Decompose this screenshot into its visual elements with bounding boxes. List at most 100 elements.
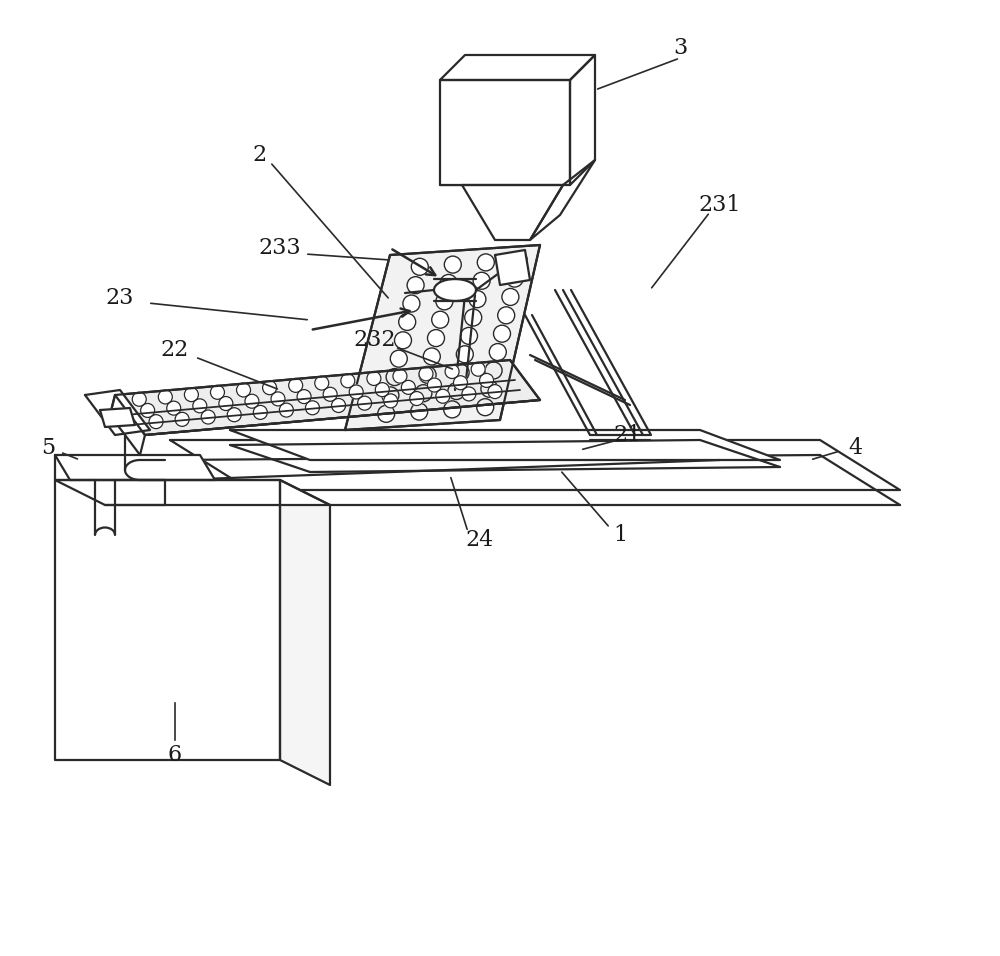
Text: 22: 22 [161, 339, 189, 361]
Text: 4: 4 [848, 437, 862, 459]
Circle shape [386, 369, 403, 385]
Circle shape [477, 254, 494, 271]
Circle shape [494, 325, 511, 342]
Circle shape [502, 289, 519, 306]
Circle shape [428, 330, 444, 347]
Circle shape [427, 378, 441, 392]
Text: 232: 232 [354, 329, 396, 351]
Circle shape [471, 362, 485, 377]
Circle shape [132, 392, 146, 406]
Circle shape [477, 399, 494, 416]
Circle shape [506, 271, 523, 287]
Circle shape [411, 403, 428, 420]
Polygon shape [495, 250, 530, 285]
Circle shape [245, 394, 259, 408]
Circle shape [167, 402, 181, 415]
Circle shape [390, 350, 407, 367]
Circle shape [480, 374, 494, 387]
Polygon shape [55, 455, 215, 480]
Polygon shape [345, 245, 540, 430]
Circle shape [498, 307, 515, 324]
Circle shape [227, 407, 241, 422]
Circle shape [456, 346, 473, 362]
Circle shape [149, 415, 163, 428]
Circle shape [432, 312, 449, 328]
Circle shape [271, 392, 285, 406]
Circle shape [349, 385, 363, 399]
Polygon shape [280, 480, 330, 785]
Circle shape [481, 380, 498, 398]
Circle shape [410, 392, 424, 405]
Circle shape [237, 383, 251, 397]
Circle shape [332, 399, 346, 412]
Circle shape [444, 256, 461, 273]
Circle shape [193, 399, 207, 413]
Circle shape [453, 376, 467, 390]
Circle shape [141, 403, 155, 418]
Circle shape [465, 309, 482, 326]
Circle shape [419, 367, 433, 380]
Polygon shape [55, 480, 280, 760]
Polygon shape [462, 185, 563, 240]
Circle shape [367, 372, 381, 385]
Circle shape [289, 379, 303, 392]
Circle shape [436, 293, 453, 310]
Circle shape [219, 397, 233, 410]
Polygon shape [570, 55, 595, 185]
Circle shape [445, 364, 459, 379]
Circle shape [393, 369, 407, 383]
Ellipse shape [434, 279, 476, 301]
Circle shape [394, 332, 412, 349]
Text: 23: 23 [106, 287, 134, 309]
Circle shape [460, 327, 478, 344]
Text: 21: 21 [614, 424, 642, 446]
Polygon shape [100, 408, 135, 427]
Polygon shape [170, 440, 900, 490]
Circle shape [444, 401, 461, 418]
Circle shape [297, 390, 311, 403]
Circle shape [279, 403, 293, 417]
Circle shape [488, 384, 502, 399]
Text: 3: 3 [673, 37, 687, 59]
Circle shape [448, 382, 465, 400]
Circle shape [375, 382, 389, 397]
Circle shape [423, 348, 440, 365]
Polygon shape [530, 160, 595, 240]
Polygon shape [230, 430, 780, 460]
Circle shape [210, 385, 224, 400]
Circle shape [489, 343, 506, 360]
Circle shape [469, 291, 486, 308]
Circle shape [407, 276, 424, 293]
Text: 5: 5 [41, 437, 55, 459]
Polygon shape [440, 80, 570, 185]
Polygon shape [440, 55, 595, 80]
Circle shape [411, 258, 428, 275]
Text: 233: 233 [259, 237, 301, 259]
Polygon shape [55, 480, 330, 505]
Circle shape [452, 364, 469, 381]
Text: 1: 1 [613, 524, 627, 546]
Text: 6: 6 [168, 744, 182, 766]
Circle shape [485, 362, 502, 379]
Circle shape [462, 387, 476, 401]
Circle shape [419, 366, 436, 383]
Text: 2: 2 [253, 144, 267, 166]
Circle shape [323, 387, 337, 402]
Circle shape [403, 295, 420, 312]
Circle shape [341, 374, 355, 388]
Circle shape [201, 410, 215, 424]
Circle shape [315, 376, 329, 390]
Circle shape [382, 387, 399, 404]
Circle shape [263, 380, 277, 395]
Circle shape [510, 251, 527, 269]
Circle shape [378, 405, 395, 423]
Circle shape [440, 274, 457, 292]
Circle shape [305, 401, 319, 415]
Circle shape [253, 405, 267, 420]
Polygon shape [115, 360, 540, 435]
Circle shape [401, 380, 415, 395]
Polygon shape [85, 390, 150, 435]
Circle shape [415, 384, 432, 402]
Circle shape [384, 394, 398, 408]
Circle shape [358, 396, 372, 410]
